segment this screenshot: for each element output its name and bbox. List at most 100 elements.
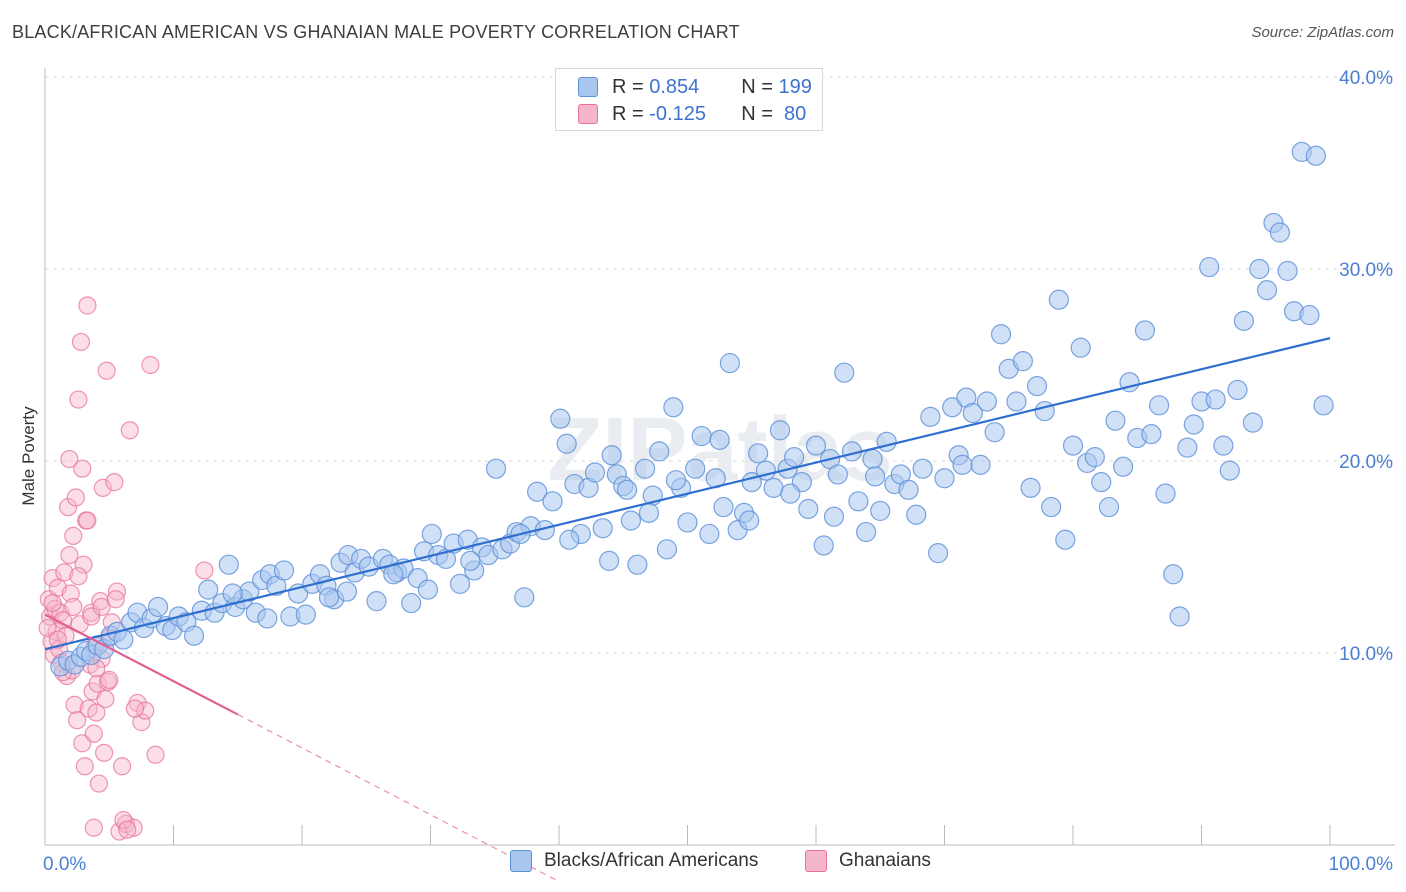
blacks-point — [1269, 222, 1290, 243]
blacks-point — [834, 362, 855, 383]
blacks-point — [1048, 289, 1069, 310]
blacks-point — [898, 479, 919, 500]
blacks-point — [798, 498, 819, 520]
blacks-point — [1070, 337, 1091, 358]
blacks-point — [962, 402, 983, 424]
blacks-point — [685, 458, 706, 479]
blacks-point — [1242, 412, 1264, 433]
chart-title: BLACK/AFRICAN AMERICAN VS GHANAIAN MALE … — [12, 22, 740, 42]
blacks-point — [1041, 496, 1062, 518]
blacks-point — [592, 518, 613, 539]
blacks-point — [649, 441, 670, 462]
blacks-point — [542, 491, 563, 512]
blacks-point — [1177, 437, 1198, 458]
blacks-point — [1233, 310, 1255, 331]
series-legend-pink-swatch — [805, 850, 827, 872]
blacks-point — [147, 596, 169, 618]
blacks-point — [784, 447, 805, 468]
blacks-point — [584, 462, 606, 483]
blacks-point — [663, 397, 684, 418]
blacks-point — [748, 443, 769, 464]
blacks-point — [417, 579, 439, 600]
series-legend-blacks: Blacks/African Americans — [510, 850, 758, 872]
blacks-point — [218, 554, 239, 575]
blacks-point — [401, 592, 422, 614]
blacks-point — [870, 500, 891, 522]
blacks-point — [1305, 145, 1326, 166]
blacks-point — [336, 581, 358, 602]
blacks-point — [627, 554, 648, 575]
blacks-point — [1299, 304, 1320, 326]
blacks-point — [460, 550, 481, 571]
blacks-point — [1084, 447, 1105, 468]
ghanaians-point — [55, 563, 74, 582]
blacks-point — [485, 458, 507, 479]
ghanaians-point — [100, 670, 119, 689]
blacks-point — [601, 445, 622, 466]
blacks-trend-line — [44, 337, 1331, 651]
ghanaians-point — [107, 582, 127, 601]
blacks-point — [920, 406, 941, 427]
blacks-point — [677, 512, 698, 533]
legend-row-ghanaians: R = -0.125 N = 80 — [578, 102, 806, 126]
legend-row-blacks: R = 0.854 N = 199 — [578, 75, 812, 99]
blacks-point — [1256, 280, 1278, 301]
ghanaians-point — [92, 597, 111, 617]
blacks-point — [876, 431, 897, 452]
blacks-point — [699, 523, 720, 545]
blacks-point — [1026, 376, 1048, 397]
blacks-point — [1055, 529, 1076, 550]
blacks-point — [848, 491, 869, 512]
blacks-point — [257, 608, 278, 629]
ghanaians-point — [69, 390, 88, 409]
legend-n-label: N = — [741, 75, 779, 98]
ghanaians-point — [118, 820, 137, 839]
x-tick-label: 0.0% — [43, 854, 86, 875]
ghanaians-point — [124, 818, 143, 837]
blacks-point — [1169, 606, 1190, 627]
ghanaians-point — [60, 449, 79, 469]
blacks-point — [656, 539, 678, 560]
blacks-point — [952, 454, 973, 475]
ghanaians-point — [74, 555, 93, 574]
legend-swatch-pink — [578, 104, 598, 124]
ghanaians-point — [71, 332, 91, 352]
blacks-point — [912, 458, 933, 479]
blacks-point — [620, 510, 642, 531]
blacks-point — [1163, 564, 1184, 585]
ghanaians-point — [48, 630, 67, 649]
x-tick-labels: 0.0% 100.0% — [43, 854, 1393, 875]
blacks-point — [769, 420, 791, 441]
ghanaians-trend-line — [44, 613, 239, 716]
ghanaians-point — [84, 724, 103, 743]
blacks-point — [527, 481, 548, 502]
blacks-point — [1113, 456, 1134, 477]
ghanaians-point — [114, 810, 133, 830]
blacks-point — [976, 391, 998, 412]
blacks-point — [1062, 435, 1084, 456]
axes — [44, 68, 1395, 846]
blacks-point — [713, 496, 734, 518]
ghanaians-point — [78, 296, 97, 315]
ghanaians-point — [93, 478, 112, 497]
ghanaians-point — [87, 703, 106, 722]
blacks-point — [634, 458, 656, 479]
blacks-point — [1098, 496, 1120, 518]
ghanaians-point — [60, 545, 79, 565]
blacks-point — [984, 422, 1005, 443]
blacks-points — [50, 141, 1334, 677]
blacks-point — [719, 352, 741, 374]
legend-n-label: N = — [741, 102, 779, 125]
ghanaians-point — [61, 584, 80, 603]
blacks-point — [1227, 379, 1248, 401]
ghanaians-point — [195, 561, 214, 580]
blacks-point — [856, 521, 877, 543]
ghanaians-point — [96, 689, 115, 709]
series-legend-blacks-label: Blacks/African Americans — [544, 850, 759, 871]
blacks-point — [709, 429, 730, 450]
y-tick-label: 20.0% — [1339, 452, 1393, 473]
blacks-point — [665, 470, 687, 491]
blacks-point — [638, 502, 660, 523]
ghanaians-point — [64, 526, 83, 545]
blacks-point — [1148, 395, 1170, 416]
